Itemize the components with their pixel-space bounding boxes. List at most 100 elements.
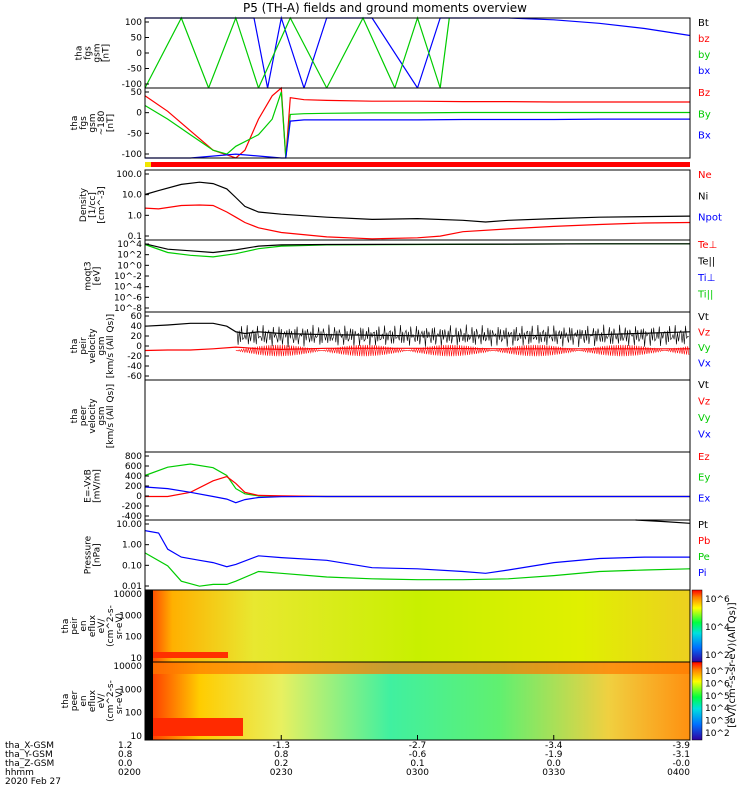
y-tick-label: 0	[136, 109, 142, 119]
y-axis-label: thapeervelocitygsm[km/s (All Qs)]	[70, 384, 116, 448]
quality-flag-red	[151, 162, 690, 167]
y-tick-label: 0	[136, 49, 142, 59]
colorbar-tick-label: 10^4	[705, 704, 730, 714]
series-Ni	[144, 181, 691, 223]
panel-area	[145, 452, 690, 520]
y-tick-label: 1000	[119, 611, 142, 621]
y-tick-label: -400	[122, 512, 143, 522]
panel-1: 100 50 0 -50 -100 thafgsgsm[nT] Bt bz by bx	[75, 15, 710, 90]
y-tick-label: 10000	[113, 662, 142, 672]
y-tick-label: 100	[125, 709, 142, 719]
legend-Te||: Te||	[697, 257, 715, 268]
series-Pe	[144, 552, 691, 587]
legend-Vt: Vt	[698, 312, 709, 323]
series-By	[144, 91, 690, 159]
y-tick-label: -60	[127, 372, 142, 382]
y-axis-label: Pressure[nPa]	[84, 535, 103, 574]
y-axis-label: thafgsgsm[nT]	[75, 43, 112, 62]
y-tick-label: 1000	[119, 685, 142, 695]
x-row-label: 2020 Feb 27	[5, 777, 61, 787]
legend-Bx: Bx	[698, 131, 711, 142]
colorbar-tick-label: 10^6	[705, 595, 730, 605]
y-tick-label: 600	[125, 462, 142, 472]
y-tick-label: 10000	[113, 590, 142, 600]
series-Te||	[144, 243, 690, 254]
legend-Ez: Ez	[698, 452, 710, 463]
panel-area	[145, 520, 690, 590]
panel-area	[145, 18, 690, 88]
y-tick-label: 200	[125, 482, 142, 492]
x-tick-label: 0.2	[274, 759, 288, 769]
panels: 100500-50-100thafgsgsm[nT]Btbzbybx500-50…	[61, 15, 730, 742]
y-tick-label: 10^0	[117, 261, 142, 271]
plot-title: P5 (TH-A) fields and ground moments over…	[243, 1, 527, 15]
y-tick-label: -40	[127, 362, 142, 372]
y-axis-label: E=-VxB[mV/m]	[84, 469, 103, 503]
legend-Npot: Npot	[698, 213, 722, 224]
y-tick-label: 10	[131, 732, 143, 742]
spectrogram-lowenergy-band	[153, 718, 243, 736]
x-tick-label: 0.0	[118, 759, 133, 769]
y-tick-label: 10^2	[117, 251, 142, 261]
y-tick-label: 40	[131, 322, 143, 332]
series-Ex	[144, 486, 690, 504]
y-tick-label: 10	[131, 654, 143, 664]
y-axis-label: thapeirenefluxeV/(cm^2-s-sr-eV)	[61, 605, 125, 647]
y-tick-label: 0.10	[122, 561, 142, 571]
legend-Vz: Vz	[698, 328, 710, 339]
legend-Pi: Pi	[698, 568, 707, 579]
panel-4: 10^410^210^010^-210^-410^-610^-8 moqt3[eV…	[84, 239, 717, 314]
y-tick-label: 10^-6	[114, 293, 142, 303]
y-tick-label: 20	[131, 332, 143, 342]
y-tick-label: 10^4	[117, 240, 142, 250]
legend-Ex: Ex	[698, 493, 710, 504]
y-tick-label: -20	[127, 352, 142, 362]
spectrogram-gap	[145, 590, 153, 662]
panel-3: 100.0 10.0 1.0 0.1 Density[1/cc][cm^-3] Ne Ni N…	[79, 169, 722, 242]
legend-Vy: Vy	[698, 343, 711, 354]
legend-Vy: Vy	[698, 413, 711, 424]
legend-Vt: Vt	[698, 380, 709, 391]
spectrogram-lowenergy-band	[153, 652, 228, 658]
colorbar-tick-label: 10^3	[705, 717, 730, 727]
legend-Ni: Ni	[698, 191, 708, 202]
legend-Te⊥: Te⊥	[697, 240, 717, 251]
legend-Ne: Ne	[698, 170, 712, 181]
x-tick-label: 0300	[406, 768, 429, 778]
y-tick-label: 100	[125, 18, 142, 28]
y-tick-label: 10.0	[122, 191, 142, 201]
legend-Vx: Vx	[698, 430, 711, 441]
legend-Bt: Bt	[698, 18, 709, 29]
legend-Vx: Vx	[698, 359, 711, 370]
x-row-label: tha_Z-GSM	[5, 759, 54, 769]
panel-10: 10^7 10^6 10^5 10^4 10^3 10^2 10000 1000 100 10 th…	[61, 661, 730, 742]
spectrogram-highenergy-band	[153, 662, 690, 674]
legend-Ti||: Ti||	[697, 290, 713, 301]
panel-area	[145, 88, 690, 158]
y-axis-label: thapeerenefluxeV/(cm^2-s-sr-eV)	[61, 680, 125, 722]
y-tick-label: 10^-4	[114, 283, 142, 293]
x-tick-label: 0.0	[547, 759, 562, 769]
colorbar	[691, 589, 703, 663]
series-Vt-noise	[235, 324, 690, 348]
colorbar-tick-label: 10^7	[705, 667, 730, 677]
y-tick-label: 10^-2	[114, 272, 142, 282]
legend-Pb: Pb	[698, 536, 710, 547]
y-tick-label: 0	[136, 342, 142, 352]
y-tick-label: -50	[127, 65, 142, 75]
y-tick-label: -50	[127, 129, 142, 139]
x-tick-label: 0400	[667, 768, 690, 778]
y-tick-label: 50	[131, 34, 143, 44]
x-tick-label: -3.1	[672, 750, 690, 760]
x-tick-label: -0.6	[409, 750, 427, 760]
x-row-label: hhmm	[5, 768, 34, 778]
x-tick-label: 0230	[270, 768, 293, 778]
x-tick-label: 0200	[118, 768, 141, 778]
x-tick-label: 0.8	[118, 750, 133, 760]
x-tick-label: -0.0	[672, 759, 690, 769]
x-tick-label: 0.8	[274, 750, 289, 760]
y-tick-label: 0	[136, 492, 142, 502]
colorbar-tick-label: 10^2	[705, 651, 730, 661]
